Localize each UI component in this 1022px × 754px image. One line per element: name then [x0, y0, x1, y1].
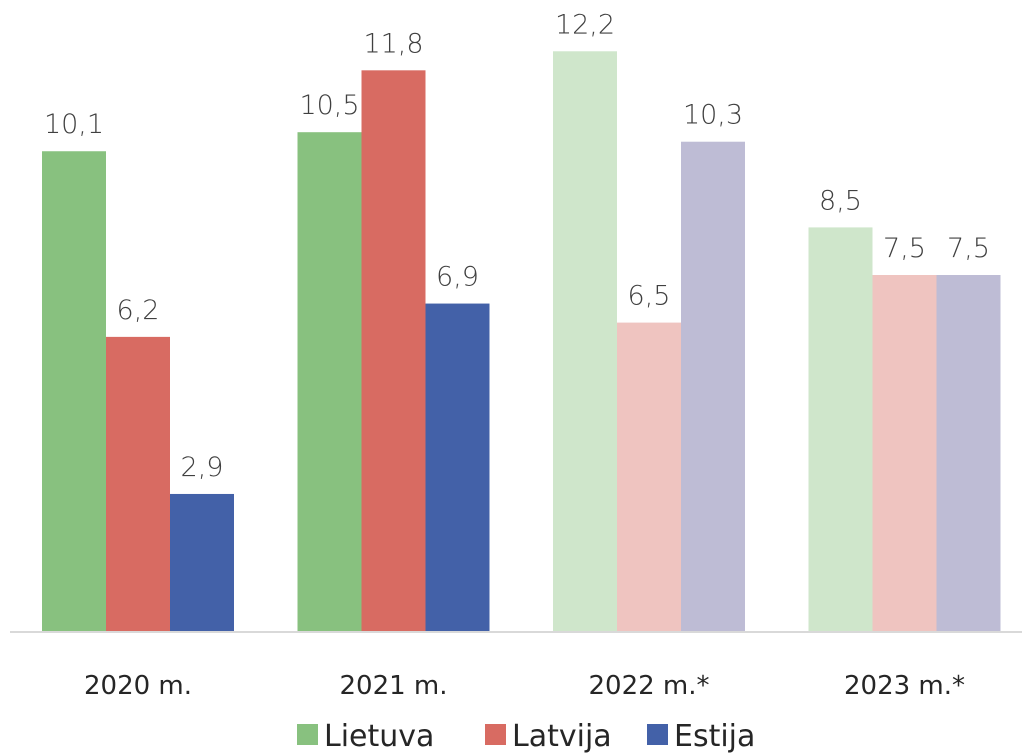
bar-lietuva-2022-m: [553, 51, 617, 632]
category-label-2020-m: 2020 m.: [84, 671, 192, 701]
data-label-latvija-2021-m: 11,8: [363, 28, 423, 59]
data-label-latvija-2023-m: 7,5: [883, 233, 926, 264]
data-label-lietuva-2021-m: 10,5: [299, 90, 359, 121]
bar-lietuva-2023-m: [808, 227, 873, 632]
bar-latvija-2021-m: [361, 70, 426, 632]
category-label-2021-m: 2021 m.: [339, 671, 447, 701]
bar-estija-2023-m: [936, 275, 1001, 632]
category-label-2023-m: 2023 m.*: [844, 671, 965, 701]
bar-estija-2021-m: [425, 303, 490, 632]
data-label-estija-2022-m: 10,3: [683, 100, 743, 131]
bar-lietuva-2021-m: [297, 132, 362, 632]
bar-lietuva-2020-m: [42, 151, 106, 633]
data-label-lietuva-2022-m: 12,2: [555, 9, 615, 40]
category-label-2022-m: 2022 m.*: [588, 671, 709, 701]
legend: Lietuva Latvija Estija: [297, 719, 755, 754]
bars-layer: [42, 51, 1001, 633]
legend-label-latvija: Latvija: [512, 719, 612, 754]
data-label-latvija-2022-m: 6,5: [628, 281, 671, 312]
data-label-estija-2023-m: 7,5: [947, 233, 990, 264]
bar-latvija-2023-m: [872, 275, 937, 632]
data-label-lietuva-2020-m: 10,1: [44, 109, 104, 140]
legend-swatch-latvija: [485, 724, 506, 745]
bar-estija-2020-m: [170, 493, 234, 632]
legend-swatch-estija: [647, 724, 668, 745]
data-label-estija-2020-m: 2,9: [181, 452, 224, 483]
legend-label-lietuva: Lietuva: [324, 719, 434, 754]
bar-estija-2022-m: [681, 141, 745, 632]
data-labels-layer: 10,1 6,2 2,9 10,511,8 6,9 12,2 6,5 10,3 8,5 7,5 7,…: [44, 9, 990, 483]
bar-latvija-2020-m: [106, 336, 170, 632]
bar-latvija-2022-m: [617, 322, 681, 632]
data-label-lietuva-2023-m: 8,5: [819, 185, 862, 216]
legend-label-estija: Estija: [674, 719, 755, 754]
data-label-estija-2021-m: 6,9: [436, 262, 479, 293]
legend-swatch-lietuva: [297, 724, 318, 745]
category-labels-layer: 2020 m. 2021 m. 2022 m.* 2023 m.*: [84, 671, 965, 701]
data-label-latvija-2020-m: 6,2: [117, 295, 160, 326]
